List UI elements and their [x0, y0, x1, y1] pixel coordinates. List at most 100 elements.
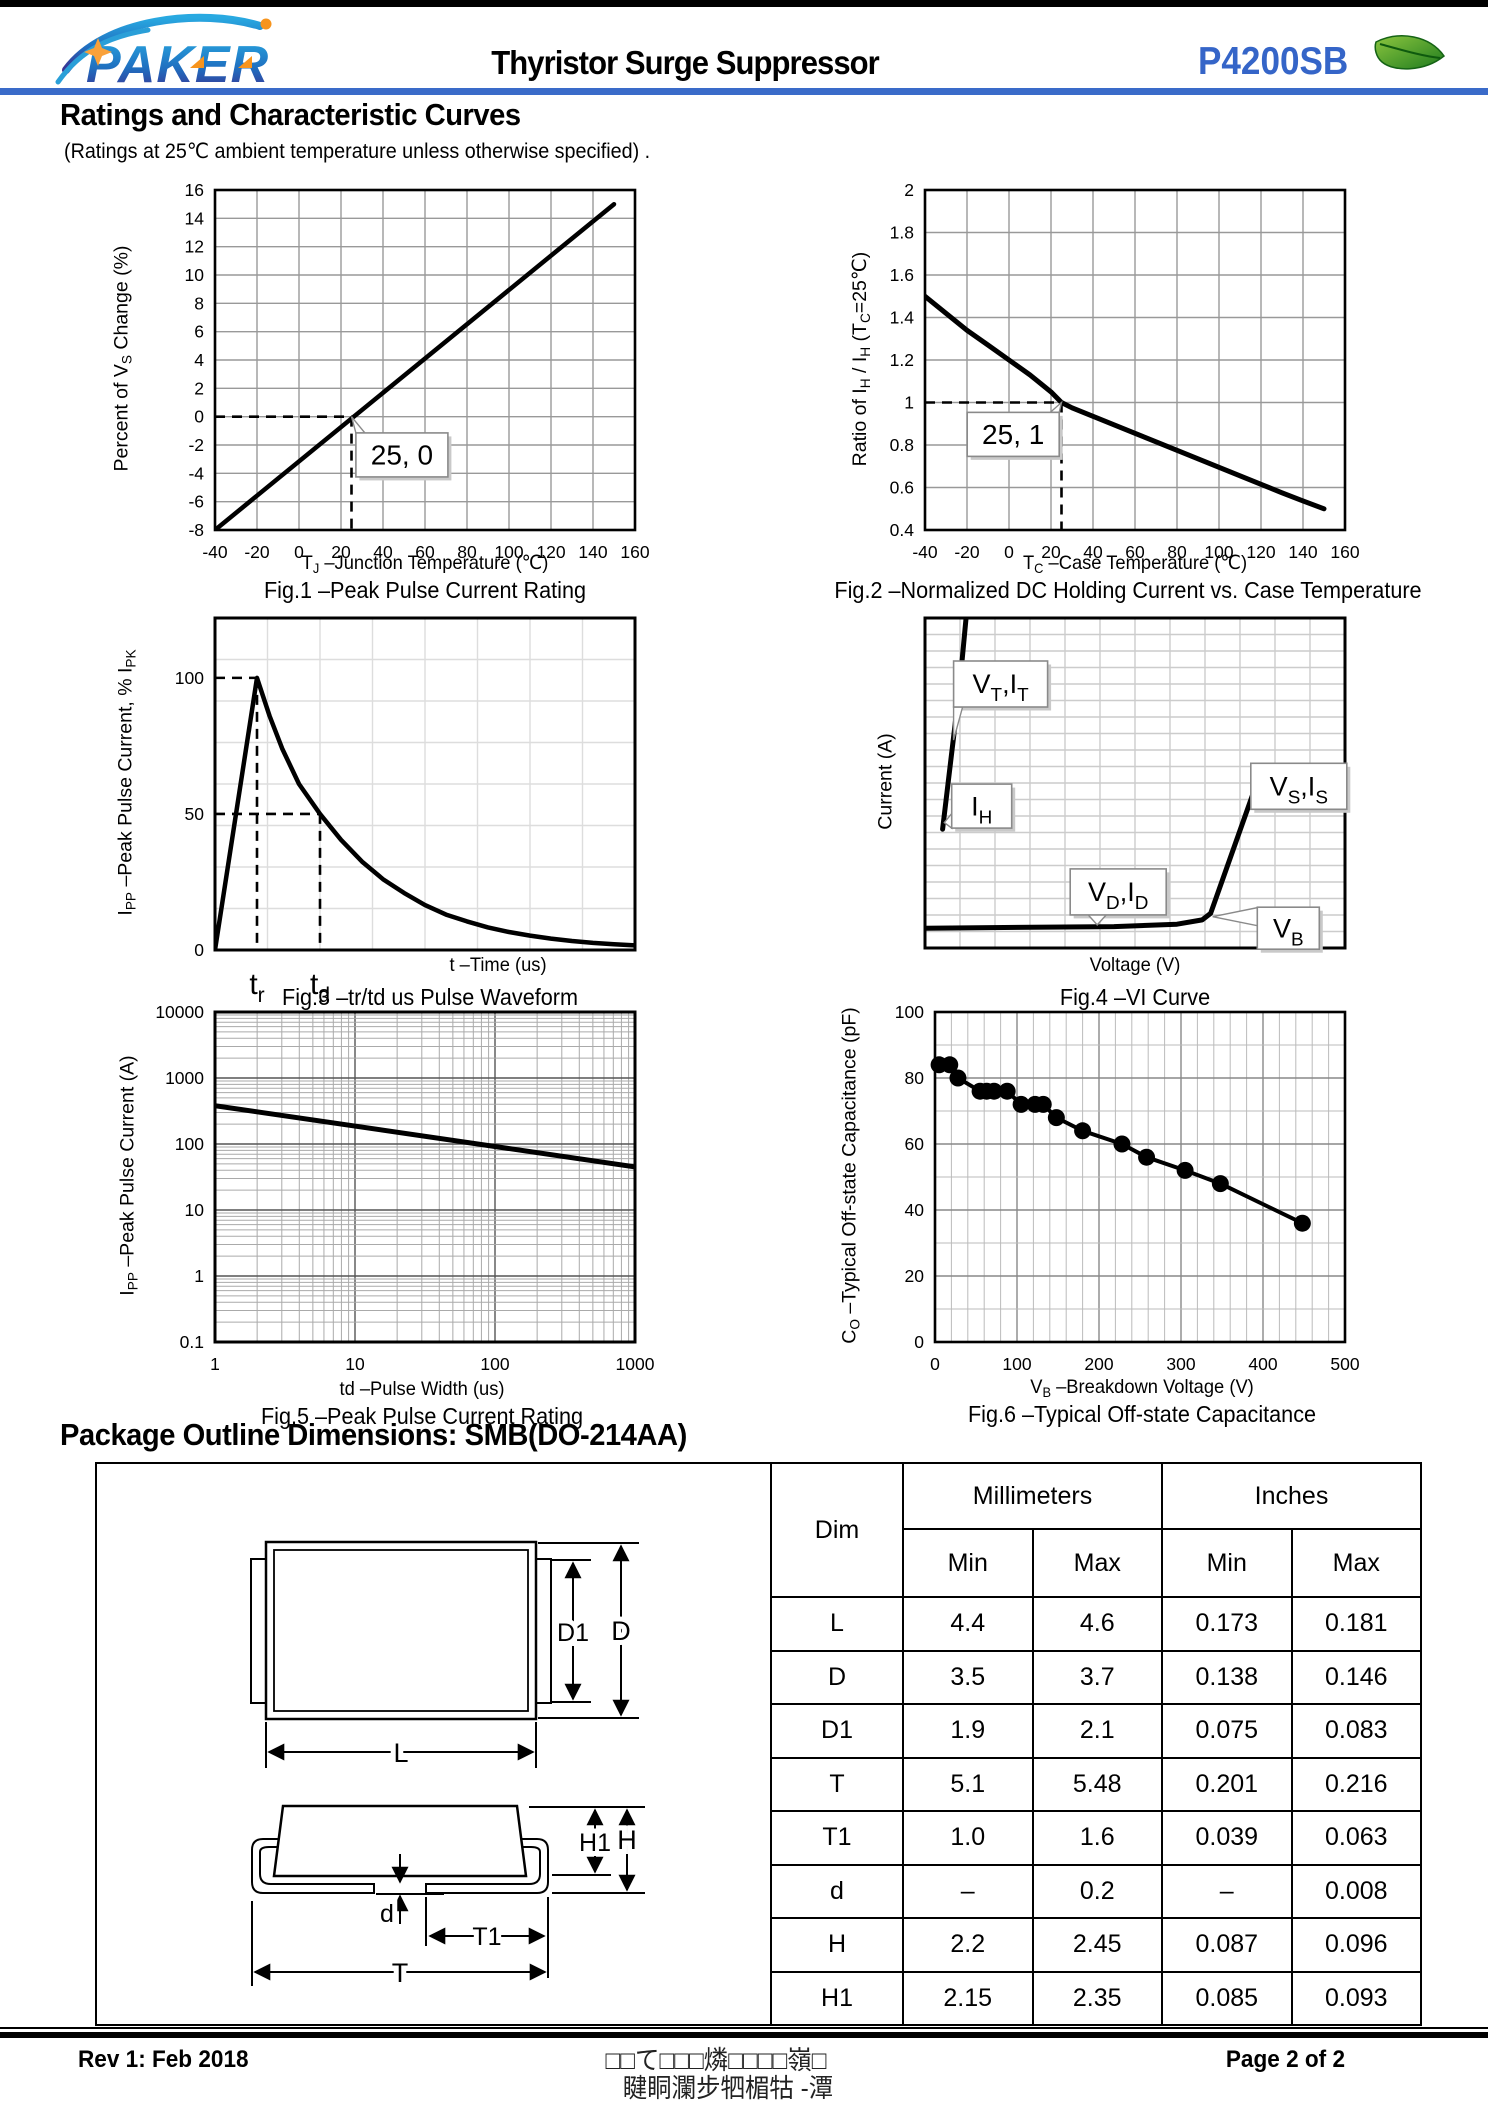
- value-cell: 2.15: [902, 1970, 1034, 2026]
- svg-text:40: 40: [1083, 542, 1103, 562]
- svg-text:0.6: 0.6: [890, 478, 914, 498]
- dim-cell: H1: [770, 1970, 904, 2026]
- dim-label-h: H: [617, 1825, 637, 1855]
- dim-table-body: L 4.4 4.6 0.173 0.181 D 3.5 3.7 0.138 0.146 D1 1.9 2…: [770, 1596, 1422, 2026]
- fig1-y-axis-label: Percent of VS Change (%): [110, 245, 135, 472]
- svg-text:6: 6: [194, 322, 204, 342]
- svg-text:60: 60: [1125, 542, 1145, 562]
- body-top-view: [264, 1540, 538, 1721]
- body-side-view: [272, 1804, 528, 1878]
- svg-text:160: 160: [620, 542, 649, 562]
- footer-center-text-line1: □□て□□□燐□□□□嶺□: [605, 2045, 827, 2075]
- svg-text:VB: VB: [1273, 913, 1304, 950]
- dim-cell: D1: [770, 1703, 904, 1759]
- svg-text:12: 12: [185, 237, 204, 257]
- package-outline-diagram: D1 D L d T1 T H1 H: [250, 1540, 645, 1993]
- fig1-caption: Fig.1 –Peak Pulse Current Rating: [263, 577, 587, 603]
- fig4-plot: VT,IT IH VS,IS VD,ID VB: [923, 616, 1351, 953]
- value-cell: 4.4: [902, 1596, 1034, 1652]
- svg-text:tr: tr: [249, 968, 264, 1005]
- svg-text:1: 1: [210, 1354, 220, 1374]
- lead-tab-right: [535, 1558, 552, 1704]
- svg-text:0: 0: [194, 407, 204, 427]
- value-cell: 0.075: [1161, 1703, 1293, 1759]
- svg-text:-8: -8: [188, 520, 204, 540]
- fig6-x-axis-label: VB –Breakdown Voltage (V): [1030, 1376, 1254, 1400]
- value-cell: 1.6: [1031, 1810, 1163, 1866]
- svg-text:1000: 1000: [616, 1354, 655, 1374]
- svg-text:1.4: 1.4: [890, 308, 915, 328]
- svg-text:-40: -40: [912, 542, 938, 562]
- svg-text:80: 80: [1167, 542, 1187, 562]
- fig5-caption: Fig.5 –Peak Pulse Current Rating: [260, 1403, 584, 1429]
- col-header-max: Max: [1031, 1528, 1163, 1598]
- fig6-y-axis-label: CO –Typical Off-state Capacitance (pF): [838, 1007, 863, 1344]
- value-cell: 1.9: [902, 1703, 1034, 1759]
- footer-rule-thick: [0, 2032, 1488, 2038]
- fig5-x-axis-label: td –Pulse Width (us): [339, 1378, 505, 1400]
- svg-text:500: 500: [1330, 1354, 1359, 1374]
- document-title: Thyristor Surge Suppressor: [491, 44, 879, 81]
- footer-rule-thin: [0, 2027, 1488, 2029]
- logo-text: PAKER: [86, 36, 269, 94]
- blue-divider-rule: [0, 88, 1488, 95]
- dim-cell: T1: [770, 1810, 904, 1866]
- fig4-y-axis-label: Current (A): [874, 733, 897, 830]
- value-cell: 0.083: [1290, 1703, 1422, 1759]
- value-cell: 5.48: [1031, 1756, 1163, 1812]
- value-cell: 0.008: [1290, 1863, 1422, 1919]
- leaf-icon: [1374, 35, 1446, 70]
- svg-text:1000: 1000: [165, 1068, 204, 1088]
- ratings-heading: Ratings and Characteristic Curves: [60, 97, 521, 132]
- svg-text:0: 0: [294, 542, 304, 562]
- col-group-inches: Inches: [1161, 1462, 1422, 1530]
- svg-text:80: 80: [905, 1068, 925, 1088]
- value-cell: 0.2: [1031, 1863, 1163, 1919]
- page-number: Page 2 of 2: [1225, 2046, 1345, 2073]
- svg-text:1.2: 1.2: [890, 350, 914, 370]
- svg-text:20: 20: [331, 542, 351, 562]
- svg-text:300: 300: [1166, 1354, 1195, 1374]
- revision-text: Rev 1: Feb 2018: [78, 2046, 249, 2073]
- dim-label-d-small: d: [380, 1900, 394, 1928]
- svg-text:1.6: 1.6: [890, 265, 914, 285]
- svg-text:50: 50: [185, 804, 205, 824]
- svg-text:-4: -4: [188, 463, 204, 483]
- dim-label-l: L: [393, 1738, 408, 1768]
- svg-text:0: 0: [930, 1354, 940, 1374]
- value-cell: 0.181: [1290, 1596, 1422, 1652]
- value-cell: 1.0: [902, 1810, 1034, 1866]
- fig2-y-axis-label: Ratio of IH / IH (TC=25℃): [849, 251, 873, 467]
- fig3-y-axis-label: IPP –Peak Pulse Current, % IPK: [114, 649, 139, 916]
- svg-text:140: 140: [578, 542, 607, 562]
- svg-text:10000: 10000: [155, 1002, 204, 1022]
- svg-text:100: 100: [175, 668, 204, 688]
- fig5-y-axis-label: IPP –Peak Pulse Current (A): [116, 1055, 141, 1296]
- fig1-x-axis-label: TJ –Junction Temperature (℃): [301, 552, 549, 576]
- value-cell: 5.1: [902, 1756, 1034, 1812]
- value-cell: 2.2: [902, 1917, 1034, 1973]
- lead-tab-left: [250, 1558, 267, 1704]
- svg-text:-6: -6: [188, 492, 204, 512]
- svg-text:100: 100: [494, 542, 523, 562]
- table-row: T 5.1 5.48 0.201 0.216: [770, 1756, 1422, 1812]
- table-row: H1 2.15 2.35 0.085 0.093: [770, 1970, 1422, 2026]
- svg-text:100: 100: [1204, 542, 1233, 562]
- dim-cell: d: [770, 1863, 904, 1919]
- svg-text:10: 10: [345, 1354, 365, 1374]
- value-cell: 2.35: [1031, 1970, 1163, 2026]
- dim-cell: H: [770, 1917, 904, 1973]
- fig3-x-axis-label: t –Time (us): [449, 954, 547, 976]
- svg-text:25, 1: 25, 1: [982, 419, 1044, 450]
- dimensions-table: Dim Millimeters Inches Min Max Min Max L…: [770, 1462, 1422, 2026]
- table-row: H 2.2 2.45 0.087 0.096: [770, 1917, 1422, 1973]
- dim-label-t1: T1: [472, 1923, 501, 1951]
- ratings-note: (Ratings at 25℃ ambient temperature unle…: [64, 140, 651, 163]
- svg-text:120: 120: [536, 542, 565, 562]
- svg-text:1: 1: [904, 393, 914, 413]
- svg-text:100: 100: [175, 1134, 204, 1154]
- footer-center-text-line2: 睷眮瀾步牭楣牯 -潭: [622, 2073, 834, 2103]
- value-cell: 2.1: [1031, 1703, 1163, 1759]
- fig2-x-axis-label: TC –Case Temperature (℃): [1022, 552, 1248, 576]
